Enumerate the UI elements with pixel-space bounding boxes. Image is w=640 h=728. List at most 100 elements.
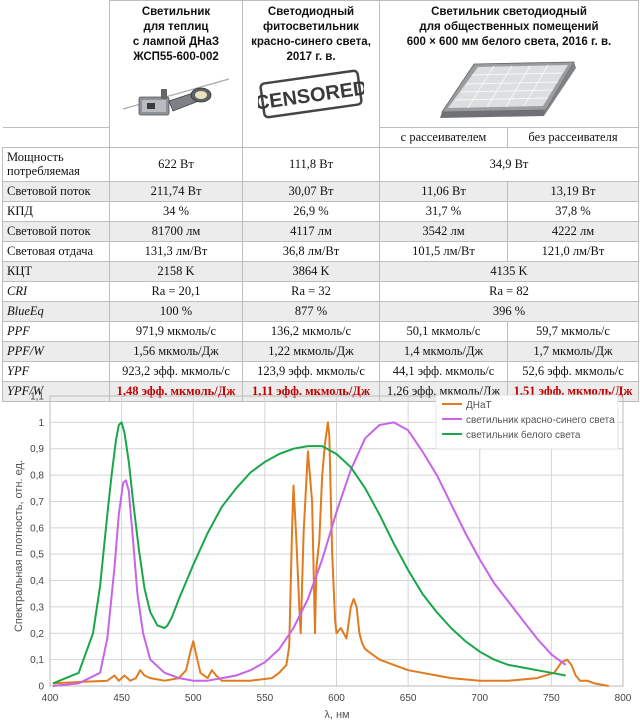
row-ppf: PPF 971,9 мкмоль/с 136,2 мкмоль/с 50,1 м…: [2, 320, 639, 342]
cell: 971,9 мкмоль/с: [109, 320, 243, 342]
cell: 4117 лм: [242, 220, 380, 242]
row-label: потребляемая: [7, 164, 80, 178]
row-label: YPF: [2, 360, 110, 382]
cell: 30,07 Вт: [242, 180, 380, 202]
row-label: CRI: [2, 280, 110, 302]
row-power: Мощность потребляемая 622 Вт 111,8 Вт 34,…: [2, 146, 639, 182]
cell: 26,9 %: [242, 200, 380, 222]
x-axis-label: λ, нм: [324, 709, 349, 721]
cell: 50,1 мкмоль/с: [379, 320, 508, 342]
row-ypf: YPF 923,2 эфф. мкмоль/с 123,9 эфф. мкмол…: [2, 360, 639, 382]
y-tick-label: 0,8: [30, 471, 44, 482]
cell: 1,22 мкмоль/Дж: [242, 340, 380, 362]
y-tick-label: 0,4: [30, 576, 44, 587]
cell: 81700 лм: [109, 220, 243, 242]
cell: 34,9 Вт: [379, 146, 639, 182]
row-label: PPF: [2, 320, 110, 342]
y-tick-label: 0,7: [30, 497, 44, 508]
cell: 101,5 лм/Вт: [379, 240, 508, 262]
row-cct: КЦТ 2158 K 3864 K 4135 K: [2, 260, 639, 282]
row-blueeq: BlueEq 100 % 877 % 396 %: [2, 300, 639, 322]
cell: 111,8 Вт: [242, 146, 380, 182]
series-line-2: [52, 421, 566, 685]
legend-label: ДНаТ: [466, 400, 492, 411]
cell: 3864 K: [242, 260, 380, 282]
cell: 37,8 %: [507, 200, 639, 222]
cell: 396 %: [379, 300, 639, 322]
header-redblue-led: Светодиодный фитосветильник красно-синег…: [242, 0, 380, 148]
x-tick-label: 550: [257, 693, 274, 704]
cell: Ra = 20,1: [109, 280, 243, 302]
header-white-led: Светильник светодиодный для общественных…: [379, 0, 639, 128]
y-tick-label: 0,6: [30, 523, 44, 534]
series-line-1: [52, 421, 567, 687]
cell: 52,6 эфф. мкмоль/с: [507, 360, 639, 382]
y-tick-label: 0,5: [30, 550, 44, 561]
subheader-with-diffuser: с рассеивателем: [379, 126, 508, 148]
header-row: Светильник для теплиц с лампой ДНаЗ ЖСП5…: [2, 0, 639, 148]
cell: 121,0 лм/Вт: [507, 240, 639, 262]
x-tick-label: 650: [400, 693, 417, 704]
row-ppfw: PPF/W 1,56 мкмоль/Дж 1,22 мкмоль/Дж 1,4 …: [2, 340, 639, 362]
x-tick-label: 500: [185, 693, 202, 704]
cell: 622 Вт: [109, 146, 243, 182]
x-tick-label: 700: [471, 693, 488, 704]
row-label: Световой поток: [2, 180, 110, 202]
cell: 44,1 эфф. мкмоль/с: [379, 360, 508, 382]
cell: 877 %: [242, 300, 380, 322]
row-luminous-flux: Световой поток 81700 лм 4117 лм 3542 лм …: [2, 220, 639, 242]
row-label: КПД: [2, 200, 110, 222]
comparison-table: Светильник для теплиц с лампой ДНаЗ ЖСП5…: [2, 0, 639, 402]
y-tick-label: 1,1: [30, 392, 44, 403]
y-tick-label: 0,3: [30, 602, 44, 613]
y-axis-label: Спектральная плотность, отн. ед.: [13, 460, 25, 632]
x-tick-label: 400: [42, 693, 59, 704]
cell: 100 %: [109, 300, 243, 322]
row-flux: Световой поток 211,74 Вт 30,07 Вт 11,06 …: [2, 180, 639, 202]
cell: 11,06 Вт: [379, 180, 508, 202]
cell: 59,7 мкмоль/с: [507, 320, 639, 342]
cell: 131,3 лм/Вт: [109, 240, 243, 262]
greenhouse-lamp-image: [122, 78, 230, 116]
row-label: КЦТ: [2, 260, 110, 282]
y-tick-label: 1: [38, 418, 44, 429]
x-tick-label: 450: [113, 693, 130, 704]
cell: 123,9 эфф. мкмоль/с: [242, 360, 380, 382]
legend-label: светильник красно-синего света: [466, 415, 615, 426]
cell: 2158 K: [109, 260, 243, 282]
x-tick-label: 800: [615, 693, 632, 704]
y-tick-label: 0,9: [30, 444, 44, 455]
cell: 1,56 мкмоль/Дж: [109, 340, 243, 362]
row-cri: CRI Ra = 20,1 Ra = 32 Ra = 82: [2, 280, 639, 302]
row-efficiency: КПД 34 % 26,9 % 31,7 % 37,8 %: [2, 200, 639, 222]
cell: 136,2 мкмоль/с: [242, 320, 380, 342]
y-tick-label: 0,1: [30, 655, 44, 666]
row-label: Световой поток: [2, 220, 110, 242]
subheader-without-diffuser: без рассеивателя: [507, 126, 639, 148]
cell: 31,7 %: [379, 200, 508, 222]
x-tick-label: 600: [328, 693, 345, 704]
header-dnat-lamp: Светильник для теплиц с лампой ДНаЗ ЖСП5…: [109, 0, 243, 148]
cell: 36,8 лм/Вт: [242, 240, 380, 262]
row-label: PPF/W: [2, 340, 110, 362]
y-tick-label: 0,2: [30, 629, 44, 640]
chart-axes: 400 450 500 550 600 650 700 750 800 0 0,1 0,2 0,3 0,4…: [30, 392, 632, 705]
cell: Ra = 82: [379, 280, 639, 302]
x-tick-label: 750: [543, 693, 560, 704]
censored-stamp: CENSORED: [258, 69, 364, 119]
y-tick-label: 0: [38, 682, 44, 693]
plot-frame: [49, 395, 624, 687]
spectrum-chart: 400 450 500 550 600 650 700 750 800 0 0,1 0,2 0,3 0,4…: [0, 388, 640, 723]
row-luminous-efficacy: Световая отдача 131,3 лм/Вт 36,8 лм/Вт 1…: [2, 240, 639, 262]
cell: 211,74 Вт: [109, 180, 243, 202]
white-panel-image: [440, 61, 576, 118]
row-label: BlueEq: [2, 300, 110, 322]
chart-legend: ДНаТ светильник красно-синего света светил…: [435, 394, 619, 450]
cell: 4222 лм: [507, 220, 639, 242]
chart-lines: [52, 421, 609, 687]
cell: 4135 K: [379, 260, 639, 282]
cell: 923,2 эфф. мкмоль/с: [109, 360, 243, 382]
legend-box: [435, 394, 619, 450]
cell: 1,4 мкмоль/Дж: [379, 340, 508, 362]
legend-label: светильник белого света: [466, 429, 581, 441]
